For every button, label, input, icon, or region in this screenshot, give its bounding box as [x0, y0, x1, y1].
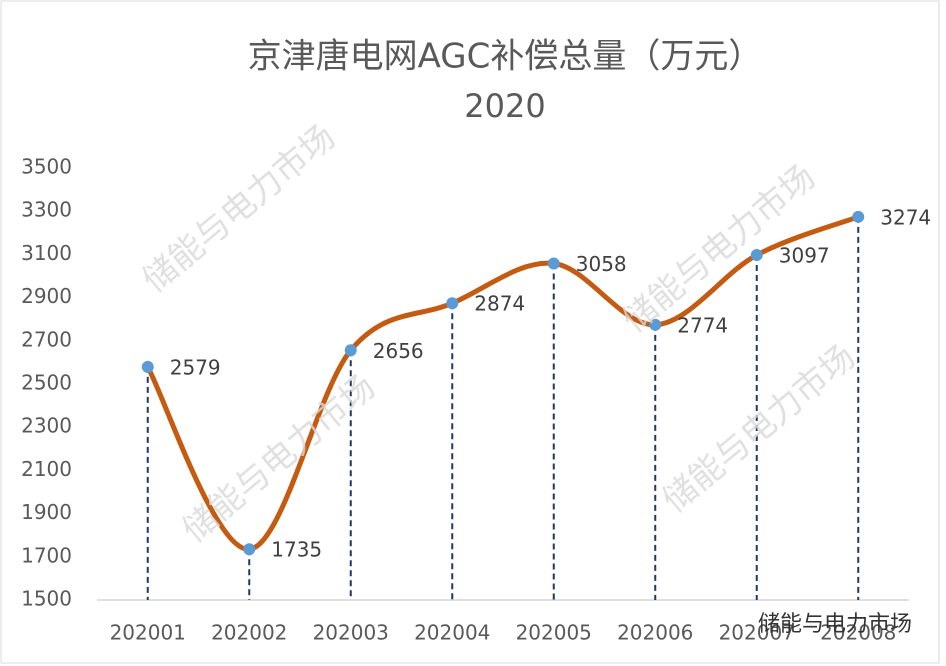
x-tick-label: 202006: [617, 621, 693, 645]
y-tick-label: 1700: [21, 543, 72, 567]
y-tick-label: 2300: [21, 414, 72, 438]
chart-title: 京津唐电网AGC补偿总量（万元）: [248, 37, 763, 77]
data-label: 1735: [271, 538, 322, 562]
x-tick-label: 202008: [820, 621, 896, 645]
marker: [344, 344, 357, 357]
y-tick-label: 2500: [21, 371, 72, 395]
y-tick-label: 1500: [21, 587, 72, 611]
y-tick-label: 3300: [21, 198, 72, 222]
x-tick-label: 202003: [313, 621, 389, 645]
marker: [141, 360, 154, 373]
x-tick-label: 202004: [414, 621, 490, 645]
y-tick-label: 1900: [21, 500, 72, 524]
x-tick-label: 202001: [110, 621, 186, 645]
marker: [547, 257, 560, 270]
chart-subtitle: 2020: [464, 87, 545, 125]
y-tick-label: 2900: [21, 284, 72, 308]
y-tick-label: 2100: [21, 457, 72, 481]
data-label: 2774: [677, 313, 728, 337]
y-tick-label: 3100: [21, 241, 72, 265]
x-tick-label: 202002: [211, 621, 287, 645]
marker: [649, 318, 662, 331]
marker: [852, 210, 865, 223]
data-label: 2874: [474, 292, 525, 316]
data-label: 3274: [880, 205, 931, 229]
x-tick-label: 202005: [516, 621, 592, 645]
marker: [243, 543, 256, 556]
watermark: 储能与电力市场: [758, 612, 912, 637]
marker: [750, 249, 763, 262]
y-tick-label: 2700: [21, 327, 72, 351]
data-label: 3058: [576, 252, 627, 276]
data-label: 2579: [170, 355, 221, 379]
marker: [446, 297, 459, 310]
x-tick-label: 202007: [719, 621, 795, 645]
data-label: 2656: [373, 339, 424, 363]
y-tick-label: 3500: [21, 155, 72, 179]
data-label: 3097: [779, 244, 830, 268]
